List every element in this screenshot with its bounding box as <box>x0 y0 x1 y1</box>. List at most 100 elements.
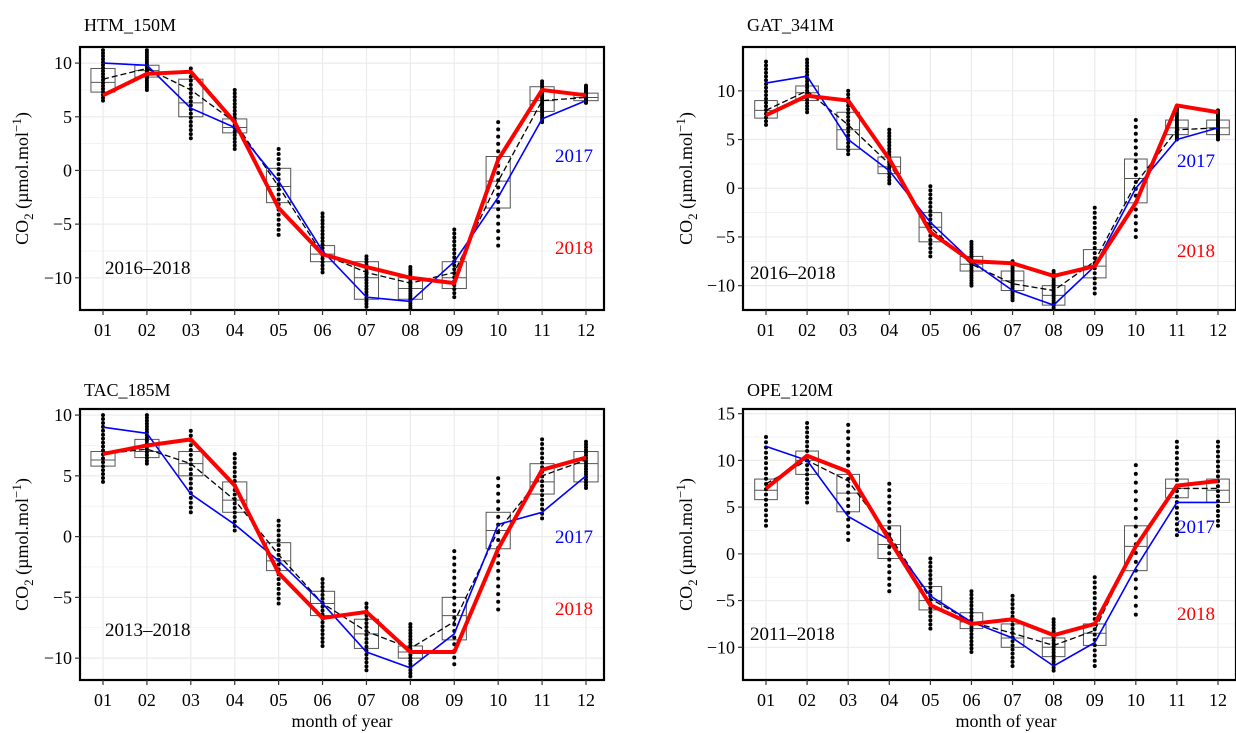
data-point <box>452 243 457 248</box>
y-tick-label: 5 <box>726 497 735 517</box>
data-point <box>188 476 193 481</box>
data-point <box>232 105 237 110</box>
data-point <box>846 524 851 529</box>
data-point <box>232 129 237 134</box>
data-point <box>805 70 810 75</box>
data-point <box>928 581 933 586</box>
data-point <box>320 214 325 219</box>
data-point <box>1133 463 1138 468</box>
data-point <box>188 505 193 510</box>
data-point <box>887 127 892 132</box>
data-point <box>887 576 892 581</box>
panel-title: GAT_341M <box>747 15 834 35</box>
data-point <box>928 626 933 631</box>
data-point <box>188 95 193 100</box>
data-point <box>928 254 933 259</box>
data-point <box>805 85 810 90</box>
data-point <box>144 415 149 420</box>
data-point <box>320 242 325 247</box>
data-point <box>1092 225 1097 230</box>
x-tick-label: 01 <box>94 320 112 340</box>
data-point <box>928 618 933 623</box>
data-point <box>232 528 237 533</box>
y-tick-label: 10 <box>54 53 72 73</box>
x-tick-label: 12 <box>1209 690 1227 710</box>
data-point <box>1133 559 1138 564</box>
data-point <box>846 152 851 157</box>
series-2018 <box>764 453 1219 638</box>
data-point <box>928 184 933 189</box>
x-tick-label: 05 <box>270 320 288 340</box>
x-tick-label: 04 <box>226 320 244 340</box>
data-point <box>188 115 193 120</box>
data-point <box>1092 281 1097 286</box>
data-point <box>584 83 588 88</box>
data-point <box>101 98 105 103</box>
data-point <box>320 592 325 597</box>
data-point <box>364 254 369 259</box>
data-point <box>805 421 810 426</box>
data-point <box>846 531 851 536</box>
data-point <box>320 596 325 601</box>
mean-line <box>765 459 1218 647</box>
data-point <box>101 54 105 59</box>
data-point <box>1174 522 1179 527</box>
legend-2017: 2017 <box>555 146 593 167</box>
data-point <box>969 592 974 597</box>
y-axis-label: CO2 (µmol.mol−1) <box>673 112 700 245</box>
x-tick-label: 06 <box>962 320 980 340</box>
data-point <box>1092 596 1097 601</box>
data-point <box>805 104 810 109</box>
data-point <box>452 622 457 627</box>
data-point <box>101 68 105 73</box>
data-point <box>887 178 892 183</box>
data-point <box>1092 276 1097 281</box>
legend-2017: 2017 <box>1177 151 1215 172</box>
data-point <box>496 568 501 573</box>
data-point <box>320 620 325 625</box>
data-point <box>188 452 193 457</box>
data-point <box>320 640 325 645</box>
data-point <box>232 456 237 461</box>
data-point <box>1133 159 1138 164</box>
data-point <box>188 78 193 83</box>
data-point <box>1092 286 1097 291</box>
x-tick-label: 06 <box>962 690 980 710</box>
data-point <box>144 455 149 460</box>
data-point <box>846 436 851 441</box>
period-label: 2013–2018 <box>105 620 191 641</box>
data-point <box>846 504 851 509</box>
data-point <box>846 129 851 134</box>
data-point <box>887 149 892 154</box>
data-point <box>364 298 369 303</box>
data-point <box>928 573 933 578</box>
data-point <box>452 251 457 256</box>
data-point <box>1010 602 1015 607</box>
data-point <box>1092 210 1097 215</box>
data-point <box>1010 626 1015 631</box>
data-point <box>887 143 892 148</box>
data-point <box>764 63 768 68</box>
data-point <box>188 448 193 453</box>
panel-title: OPE_120M <box>747 380 833 400</box>
data-point <box>928 237 933 242</box>
data-point <box>1133 207 1138 212</box>
x-tick-label: 01 <box>757 320 775 340</box>
y-tick-label: −10 <box>707 637 735 657</box>
data-point <box>408 668 413 673</box>
data-point <box>452 231 457 236</box>
data-point <box>846 88 851 93</box>
panel-border <box>78 407 606 682</box>
series-2017 <box>102 62 587 303</box>
data-point <box>846 463 851 468</box>
data-point <box>188 66 193 71</box>
data-point <box>232 519 237 524</box>
x-tick-label: 08 <box>401 320 419 340</box>
data-point <box>1092 653 1097 658</box>
data-point <box>276 538 281 543</box>
data-point <box>928 246 933 251</box>
x-tick-label: 03 <box>182 690 200 710</box>
data-point <box>1216 508 1220 513</box>
data-point <box>101 66 105 71</box>
